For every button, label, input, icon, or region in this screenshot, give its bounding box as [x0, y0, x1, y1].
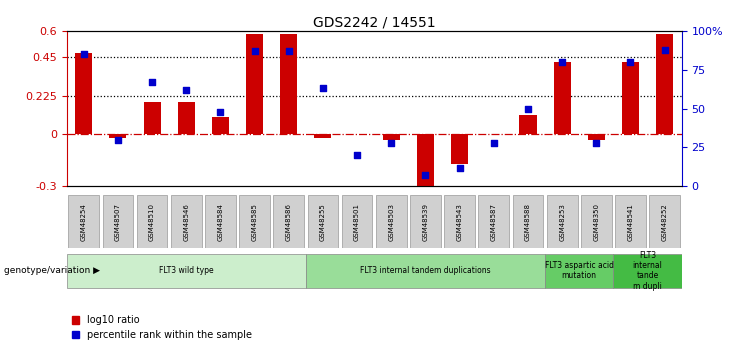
FancyBboxPatch shape — [614, 254, 682, 288]
Text: GSM48587: GSM48587 — [491, 203, 496, 241]
Bar — [519, 116, 536, 135]
Text: GSM48539: GSM48539 — [422, 203, 428, 241]
FancyBboxPatch shape — [376, 196, 407, 248]
Point — [317, 86, 329, 91]
Legend: log10 ratio, percentile rank within the sample: log10 ratio, percentile rank within the … — [72, 315, 252, 340]
Bar — [554, 62, 571, 135]
FancyBboxPatch shape — [67, 254, 306, 288]
Bar — [246, 34, 263, 135]
Point — [112, 137, 124, 142]
Bar — [622, 62, 639, 135]
Text: FLT3
internal
tande
m dupli: FLT3 internal tande m dupli — [633, 250, 662, 291]
FancyBboxPatch shape — [615, 196, 646, 248]
Point — [522, 106, 534, 111]
Point — [591, 140, 602, 146]
Text: GSM48510: GSM48510 — [149, 203, 155, 241]
Bar — [178, 102, 195, 135]
Point — [453, 165, 465, 170]
Text: FLT3 internal tandem duplications: FLT3 internal tandem duplications — [360, 266, 491, 275]
Bar — [212, 117, 229, 135]
Point — [385, 140, 397, 146]
Bar — [588, 135, 605, 140]
Text: GSM48507: GSM48507 — [115, 203, 121, 241]
Bar — [383, 135, 400, 140]
Text: GSM48588: GSM48588 — [525, 203, 531, 241]
FancyBboxPatch shape — [68, 196, 99, 248]
FancyBboxPatch shape — [581, 196, 611, 248]
Bar — [76, 53, 93, 135]
Bar — [656, 34, 673, 135]
Text: GSM48541: GSM48541 — [628, 203, 634, 241]
FancyBboxPatch shape — [308, 196, 339, 248]
Text: GSM48585: GSM48585 — [252, 203, 258, 241]
Point — [180, 87, 192, 93]
Bar — [144, 102, 161, 135]
Bar — [314, 135, 331, 138]
Text: GSM48584: GSM48584 — [217, 203, 224, 241]
Text: FLT3 aspartic acid
mutation: FLT3 aspartic acid mutation — [545, 261, 614, 280]
Point — [419, 172, 431, 178]
Text: GSM48546: GSM48546 — [183, 203, 189, 241]
Bar — [417, 135, 434, 190]
Text: GSM48503: GSM48503 — [388, 203, 394, 241]
FancyBboxPatch shape — [479, 196, 509, 248]
FancyBboxPatch shape — [205, 196, 236, 248]
Point — [625, 59, 637, 65]
FancyBboxPatch shape — [547, 196, 577, 248]
FancyBboxPatch shape — [273, 196, 304, 248]
Text: GSM48255: GSM48255 — [320, 203, 326, 241]
Point — [215, 109, 227, 115]
Text: GSM48350: GSM48350 — [594, 203, 599, 241]
Text: genotype/variation ▶: genotype/variation ▶ — [4, 266, 100, 275]
FancyBboxPatch shape — [513, 196, 543, 248]
FancyBboxPatch shape — [137, 196, 167, 248]
Point — [488, 140, 499, 146]
Text: GSM48253: GSM48253 — [559, 203, 565, 241]
FancyBboxPatch shape — [545, 254, 614, 288]
Point — [351, 152, 363, 158]
Bar — [280, 34, 297, 135]
FancyBboxPatch shape — [306, 254, 545, 288]
FancyBboxPatch shape — [102, 196, 133, 248]
Point — [249, 48, 261, 54]
Title: GDS2242 / 14551: GDS2242 / 14551 — [313, 16, 436, 30]
Point — [146, 79, 158, 85]
Text: GSM48254: GSM48254 — [81, 203, 87, 241]
Text: GSM48252: GSM48252 — [662, 203, 668, 241]
FancyBboxPatch shape — [342, 196, 373, 248]
Text: GSM48543: GSM48543 — [456, 203, 462, 241]
Bar — [451, 135, 468, 164]
Point — [556, 59, 568, 65]
FancyBboxPatch shape — [445, 196, 475, 248]
FancyBboxPatch shape — [171, 196, 202, 248]
Point — [659, 47, 671, 52]
FancyBboxPatch shape — [649, 196, 680, 248]
Point — [283, 48, 295, 54]
FancyBboxPatch shape — [410, 196, 441, 248]
Text: GSM48501: GSM48501 — [354, 203, 360, 241]
Text: GSM48586: GSM48586 — [286, 203, 292, 241]
Text: FLT3 wild type: FLT3 wild type — [159, 266, 213, 275]
Point — [78, 51, 90, 57]
FancyBboxPatch shape — [239, 196, 270, 248]
Bar — [110, 135, 127, 138]
